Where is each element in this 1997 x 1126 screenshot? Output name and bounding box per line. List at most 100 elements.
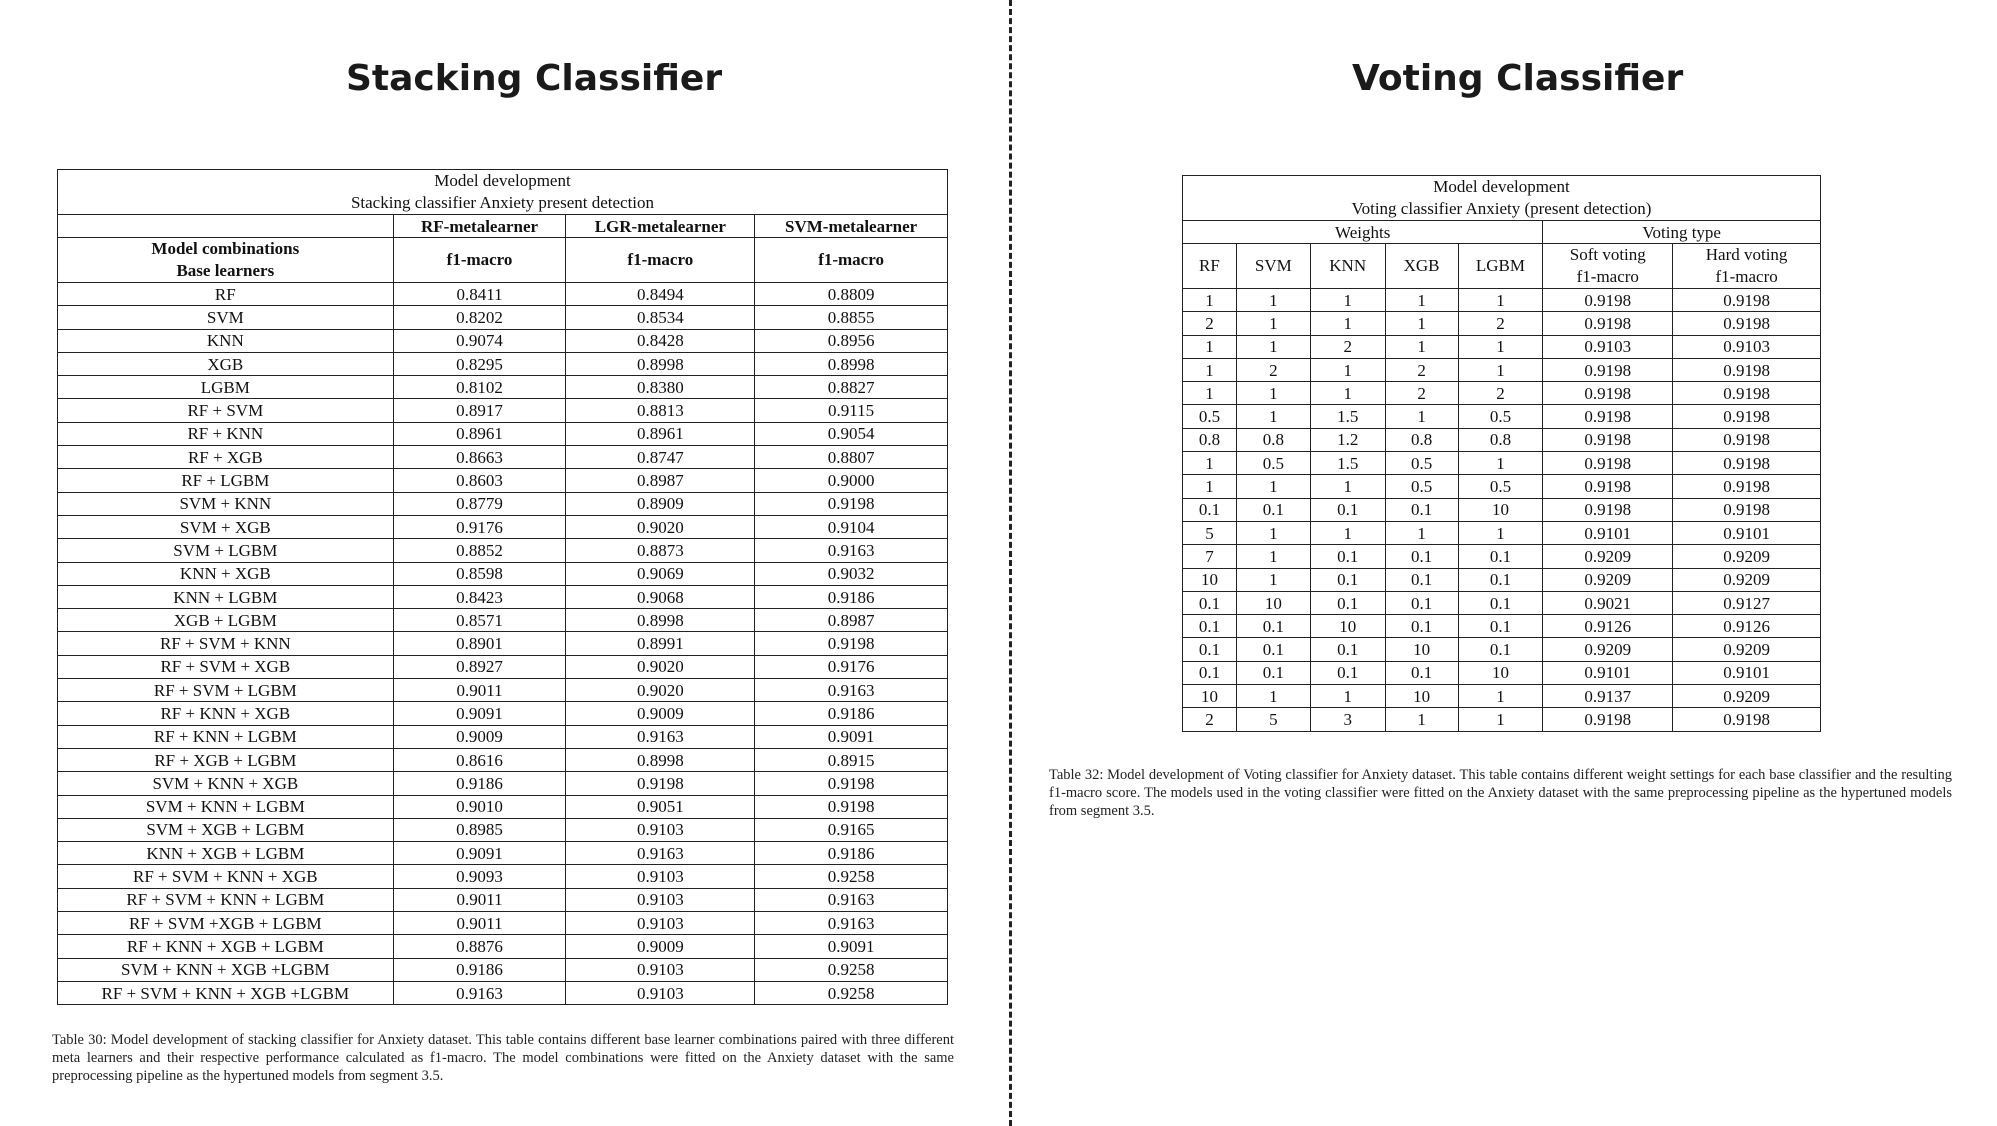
f1-macro-cell: 0.9165: [754, 817, 948, 843]
f1-macro-cell: 0.9209: [1672, 684, 1821, 709]
f1-macro-cell: 0.8663: [392, 445, 567, 470]
table-row: RF + KNN 0.8961 0.8961 0.9054: [57, 421, 948, 447]
f1-macro-cell: 0.9103: [565, 887, 756, 913]
f1-macro-cell: 0.9137: [1542, 684, 1674, 709]
f1-macro-cell: 0.9176: [754, 654, 948, 680]
table-row: RF + SVM + KNN + XGB +LGBM 0.9163 0.9103 0.…: [57, 980, 948, 1006]
f1-macro-cell: 0.9186: [392, 771, 567, 796]
weight-cell: 0.1: [1384, 660, 1459, 686]
f1-macro-cell: 0.8987: [565, 468, 756, 493]
f1-macro-cell: 0.9198: [754, 631, 948, 656]
weight-cell: 0.1: [1182, 590, 1237, 616]
voting-header-hard-voting-line1: Hard voting: [1705, 245, 1788, 264]
model-combination-cell: KNN + XGB: [57, 561, 394, 586]
table-row: SVM + XGB + LGBM 0.8985 0.9103 0.9165: [57, 817, 948, 843]
table-row: 0.1 10 0.1 0.1 0.1 0.9021 0.9127: [1182, 590, 1821, 616]
weight-cell: 2: [1457, 311, 1544, 336]
weight-cell: 0.1: [1309, 637, 1386, 662]
f1-macro-cell: 0.9126: [1672, 614, 1821, 639]
voting-table-body: 1 1 1 1 1 0.9198 0.9198 2 1 1 1 2 0.9198 0.9198 1 1 2 1 1 0…: [1182, 287, 1821, 732]
table-row: RF + SVM + KNN + LGBM 0.9011 0.9103 0.9163: [57, 887, 948, 913]
weight-cell: 0.1: [1457, 614, 1544, 639]
model-combination-cell: RF + XGB: [57, 445, 394, 470]
f1-macro-cell: 0.8809: [754, 281, 948, 307]
weight-cell: 1: [1309, 684, 1386, 709]
weight-cell: 1: [1457, 334, 1544, 359]
f1-macro-cell: 0.9104: [754, 514, 948, 540]
table-row: 10 1 1 10 1 0.9137 0.9209: [1182, 684, 1821, 709]
f1-macro-cell: 0.8411: [392, 281, 567, 307]
f1-macro-cell: 0.9011: [392, 678, 567, 703]
weight-cell: 0.8: [1182, 427, 1237, 453]
f1-macro-cell: 0.8876: [392, 934, 567, 959]
voting-table: Model development Voting classifier Anxi…: [1181, 175, 1821, 732]
table-row: SVM + KNN + XGB 0.9186 0.9198 0.9198: [57, 771, 948, 796]
f1-macro-cell: 0.9198: [1672, 707, 1821, 732]
table-row: SVM + KNN + LGBM 0.9010 0.9051 0.9198: [57, 794, 948, 819]
weight-cell: 0.1: [1457, 637, 1544, 662]
stacking-header-model-combinations-line2: Base learners: [176, 261, 275, 280]
weight-cell: 0.1: [1384, 590, 1459, 616]
f1-macro-cell: 0.9198: [1672, 311, 1821, 336]
f1-macro-cell: 0.8998: [754, 351, 948, 377]
f1-macro-cell: 0.8852: [392, 538, 567, 563]
weight-cell: 1: [1182, 381, 1237, 406]
table-row: RF + LGBM 0.8603 0.8987 0.9000: [57, 468, 948, 493]
voting-header-svm: SVM: [1235, 243, 1311, 289]
weight-cell: 0.1: [1384, 544, 1459, 569]
weight-cell: 1: [1309, 474, 1386, 499]
model-combination-cell: SVM + KNN + XGB +LGBM: [57, 957, 394, 982]
f1-macro-cell: 0.9009: [392, 724, 567, 749]
f1-macro-cell: 0.9198: [1672, 497, 1821, 522]
weight-cell: 2: [1384, 381, 1459, 406]
weight-cell: 1: [1384, 707, 1459, 732]
weight-cell: 2: [1235, 357, 1311, 383]
voting-header-soft-voting: Soft voting f1-macro: [1542, 243, 1674, 289]
f1-macro-cell: 0.9103: [565, 911, 756, 936]
stacking-table-body: RF 0.8411 0.8494 0.8809 SVM 0.8202 0.8534 0.885…: [57, 281, 948, 1006]
table-row: SVM + KNN 0.8779 0.8909 0.9198: [57, 491, 948, 516]
model-combination-cell: RF + SVM + KNN + LGBM: [57, 887, 394, 913]
dashed-divider: [1009, 0, 1012, 1126]
model-combination-cell: RF + KNN + XGB + LGBM: [57, 934, 394, 959]
weight-cell: 0.1: [1309, 567, 1386, 592]
weight-cell: 1: [1309, 357, 1386, 383]
weight-cell: 3: [1309, 707, 1386, 732]
weight-cell: 0.1: [1309, 544, 1386, 569]
f1-macro-cell: 0.8423: [392, 584, 567, 610]
model-combination-cell: RF + KNN + LGBM: [57, 724, 394, 749]
weight-cell: 0.1: [1309, 497, 1386, 522]
stacking-header-svm-metalearner: SVM-metalearner: [754, 214, 948, 238]
voting-header-soft-voting-line2: f1-macro: [1576, 267, 1639, 286]
weight-cell: 0.1: [1235, 614, 1311, 639]
weight-cell: 1: [1384, 334, 1459, 359]
weight-cell: 10: [1384, 684, 1459, 709]
table-row: RF + SVM + KNN 0.8901 0.8991 0.9198: [57, 631, 948, 656]
weight-cell: 1: [1457, 707, 1544, 732]
stacking-table-title: Model development Stacking classifier An…: [57, 169, 948, 215]
table-row: 1 0.5 1.5 0.5 1 0.9198 0.9198: [1182, 451, 1821, 476]
f1-macro-cell: 0.9198: [1672, 404, 1821, 429]
weight-cell: 7: [1182, 544, 1237, 569]
f1-macro-cell: 0.8598: [392, 561, 567, 586]
model-combination-cell: RF + KNN + XGB: [57, 701, 394, 726]
table-row: 2 1 1 1 2 0.9198 0.9198: [1182, 311, 1821, 336]
model-combination-cell: RF + SVM + KNN + XGB: [57, 864, 394, 889]
table-row: 2 5 3 1 1 0.9198 0.9198: [1182, 707, 1821, 732]
f1-macro-cell: 0.8807: [754, 445, 948, 470]
stacking-header-lgr-metalearner: LGR-metalearner: [565, 214, 756, 238]
f1-macro-cell: 0.9091: [392, 701, 567, 726]
weight-cell: 1: [1309, 381, 1386, 406]
f1-macro-cell: 0.8901: [392, 631, 567, 656]
model-combination-cell: SVM + XGB: [57, 514, 394, 540]
model-combination-cell: KNN + XGB + LGBM: [57, 841, 394, 866]
voting-header-xgb: XGB: [1384, 243, 1459, 289]
f1-macro-cell: 0.8295: [392, 351, 567, 377]
weight-cell: 0.1: [1457, 590, 1544, 616]
weight-cell: 1: [1235, 334, 1311, 359]
f1-macro-cell: 0.9091: [392, 841, 567, 866]
model-combination-cell: SVM + KNN + LGBM: [57, 794, 394, 819]
f1-macro-cell: 0.9209: [1542, 567, 1674, 592]
model-combination-cell: RF + SVM + LGBM: [57, 678, 394, 703]
weight-cell: 0.1: [1309, 590, 1386, 616]
